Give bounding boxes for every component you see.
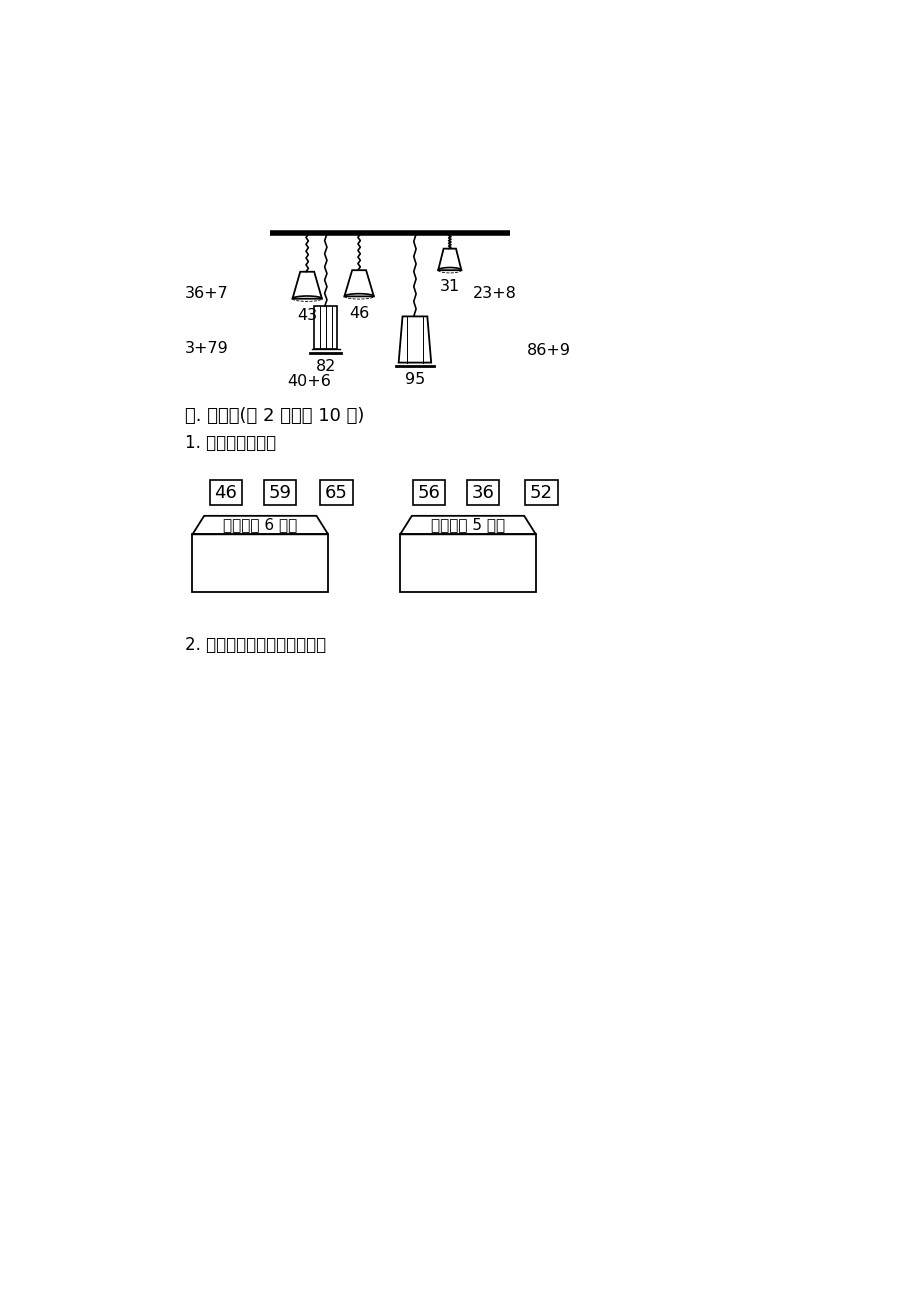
Text: 1. 按要求选一选。: 1. 按要求选一选。	[185, 435, 276, 453]
Text: 2. 连一连．帮小动物找号码。: 2. 连一连．帮小动物找号码。	[185, 637, 325, 654]
Text: 个位上是 6 的数: 个位上是 6 的数	[223, 518, 297, 533]
Bar	[264, 480, 296, 505]
Text: 82: 82	[315, 359, 335, 374]
Text: 五. 作图题(共 2 题，共 10 分): 五. 作图题(共 2 题，共 10 分)	[185, 408, 364, 426]
Text: 23+8: 23+8	[472, 286, 516, 301]
Text: 36: 36	[471, 484, 494, 501]
Bar	[466, 480, 499, 505]
Bar	[412, 480, 445, 505]
Text: 40+6: 40+6	[287, 374, 330, 388]
Text: 3+79: 3+79	[185, 341, 228, 357]
Text: 十位上是 5 的数: 十位上是 5 的数	[430, 518, 505, 533]
Text: 36+7: 36+7	[185, 286, 228, 301]
Text: 86+9: 86+9	[527, 342, 571, 358]
Text: 31: 31	[439, 280, 460, 294]
Text: 65: 65	[324, 484, 347, 501]
Bar	[313, 306, 337, 349]
Text: 46: 46	[214, 484, 237, 501]
Text: 95: 95	[404, 372, 425, 387]
Bar	[525, 480, 557, 505]
Bar	[192, 534, 328, 592]
Bar	[400, 534, 535, 592]
Text: 46: 46	[348, 306, 369, 322]
Bar	[320, 480, 353, 505]
Text: 59: 59	[268, 484, 291, 501]
Bar	[210, 480, 242, 505]
Text: 56: 56	[417, 484, 440, 501]
Text: 52: 52	[529, 484, 552, 501]
Text: 43: 43	[297, 309, 317, 323]
